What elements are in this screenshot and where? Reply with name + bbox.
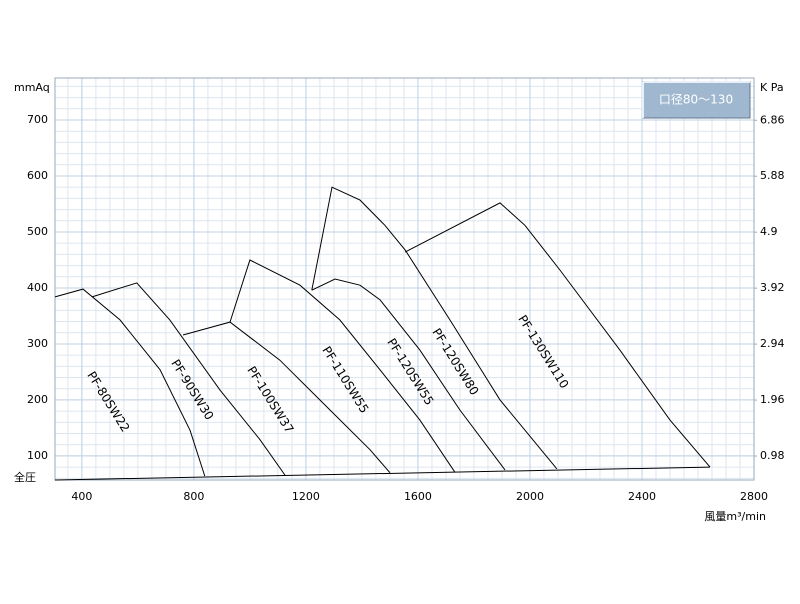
fan-curve bbox=[54, 466, 711, 481]
fan-curve bbox=[404, 202, 711, 468]
fan-curve bbox=[182, 321, 391, 474]
x-tick-label: 2400 bbox=[628, 490, 656, 503]
y-tick-label: 300 bbox=[27, 337, 48, 350]
x-tick-label: 1200 bbox=[292, 490, 320, 503]
y-axis-label-bottom: 全圧 bbox=[14, 470, 36, 484]
x-tick-label: 400 bbox=[71, 490, 92, 503]
y-axis-label: mmAq bbox=[14, 81, 50, 94]
fan-curve bbox=[54, 288, 206, 477]
y2-tick-label: 3.92 bbox=[760, 281, 785, 294]
y-tick-label: 700 bbox=[27, 113, 48, 126]
plot-frame bbox=[54, 77, 755, 481]
y2-axis-label: K Pa bbox=[760, 81, 784, 94]
y2-tick-label: 0.98 bbox=[760, 449, 785, 462]
y-tick-label: 500 bbox=[27, 225, 48, 238]
y-tick-label: 400 bbox=[27, 281, 48, 294]
x-tick-label: 2800 bbox=[740, 490, 768, 503]
curve-label: PF-130SW110 bbox=[515, 313, 571, 391]
curve-label: PF-120SW55 bbox=[384, 336, 436, 408]
annotation-bg bbox=[642, 81, 751, 119]
y2-tick-label: 6.86 bbox=[760, 113, 785, 126]
fan-curve bbox=[229, 259, 456, 473]
x-axis-label: 風量m³/min bbox=[704, 510, 766, 523]
x-tick-label: 800 bbox=[183, 490, 204, 503]
grid bbox=[55, 78, 755, 480]
y-tick-label: 600 bbox=[27, 169, 48, 182]
curve-label: PF-110SW55 bbox=[319, 344, 371, 416]
x-tick-label: 1600 bbox=[404, 490, 432, 503]
curve-label: PF-80SW22 bbox=[84, 369, 132, 435]
y2-tick-label: 4.9 bbox=[760, 225, 778, 238]
y2-tick-label: 1.96 bbox=[760, 393, 785, 406]
fan-curve bbox=[311, 186, 558, 470]
annotation: 口径80～130 bbox=[659, 93, 733, 107]
annotation-box: 口径80～130 bbox=[642, 81, 751, 119]
y-tick-label: 200 bbox=[27, 393, 48, 406]
fan-curve bbox=[311, 278, 506, 471]
fan-curve bbox=[91, 282, 286, 476]
x-tick-label: 2000 bbox=[516, 490, 544, 503]
y-tick-label: 100 bbox=[27, 449, 48, 462]
y2-tick-label: 2.94 bbox=[760, 337, 785, 350]
y2-tick-label: 5.88 bbox=[760, 169, 785, 182]
